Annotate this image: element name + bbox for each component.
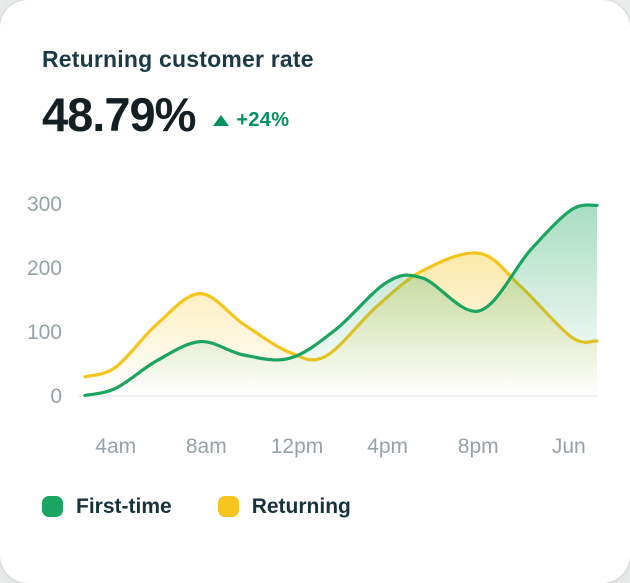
legend-item-first-time[interactable]: First-time — [42, 495, 172, 519]
card-header: Returning customer rate 48.79% +24% — [0, 0, 630, 141]
x-tick-label: 4pm — [367, 435, 408, 458]
first-time-swatch — [42, 496, 63, 518]
delta-value: +24% — [236, 108, 290, 131]
y-tick-label: 100 — [27, 321, 62, 344]
x-tick-label: 8pm — [458, 435, 499, 458]
y-tick-label: 200 — [27, 257, 62, 280]
legend-label-first-time: First-time — [76, 494, 172, 518]
metric-value-row: 48.79% +24% — [42, 89, 588, 141]
metric-value: 48.79% — [42, 88, 196, 141]
x-tick-label: 8am — [186, 435, 227, 458]
y-tick-label: 0 — [50, 385, 62, 408]
chart-svg: 0 100 200 300 4am 8am 12pm 4pm 8pm Jun — [27, 193, 599, 458]
first-time-line — [83, 203, 599, 397]
metric-delta: +24% — [213, 109, 289, 132]
x-tick-label: 4am — [95, 435, 136, 458]
trend-up-icon — [213, 114, 230, 126]
card-title: Returning customer rate — [42, 46, 314, 72]
y-tick-label: 300 — [27, 193, 62, 216]
first-time-area — [85, 204, 597, 396]
returning-swatch — [217, 496, 239, 518]
legend-item-returning[interactable]: Returning — [217, 494, 351, 519]
chart-legend: First-time Returning — [0, 481, 630, 519]
x-tick-label: Jun — [552, 435, 586, 458]
legend-label-returning: Returning — [251, 494, 351, 518]
x-tick-label: 12pm — [271, 435, 324, 458]
